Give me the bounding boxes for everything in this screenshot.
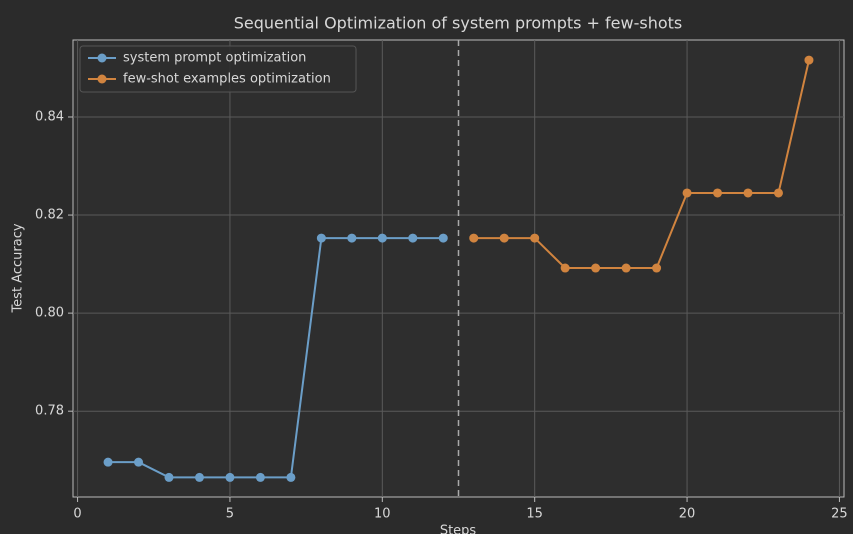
data-point bbox=[316, 233, 326, 243]
data-point bbox=[347, 233, 357, 243]
data-point bbox=[621, 263, 631, 273]
series-line bbox=[473, 59, 810, 270]
x-tick-label: 10 bbox=[374, 507, 391, 522]
data-point bbox=[164, 472, 174, 482]
data-point bbox=[408, 233, 418, 243]
chart-title: Sequential Optimization of system prompt… bbox=[234, 14, 683, 33]
legend-marker bbox=[97, 74, 107, 84]
legend-marker bbox=[97, 53, 107, 63]
x-tick-label: 20 bbox=[679, 507, 696, 522]
data-point bbox=[225, 472, 235, 482]
x-tick-label: 0 bbox=[73, 507, 81, 522]
data-point bbox=[469, 233, 479, 243]
data-point bbox=[530, 233, 540, 243]
data-point bbox=[377, 233, 387, 243]
y-tick-label: 0.82 bbox=[35, 208, 64, 223]
x-tick-label: 15 bbox=[526, 507, 543, 522]
data-point bbox=[682, 188, 692, 198]
data-point bbox=[591, 263, 601, 273]
y-tick-label: 0.84 bbox=[35, 109, 64, 124]
legend-label: system prompt optimization bbox=[123, 51, 306, 66]
data-point bbox=[103, 457, 113, 467]
x-tick-label: 5 bbox=[226, 507, 234, 522]
data-point bbox=[804, 55, 814, 65]
series-line bbox=[108, 237, 444, 479]
data-point bbox=[255, 472, 265, 482]
plot-area bbox=[72, 39, 845, 498]
x-tick-label: 25 bbox=[831, 507, 848, 522]
legend-box bbox=[79, 45, 357, 93]
data-point bbox=[286, 472, 296, 482]
data-point bbox=[560, 263, 570, 273]
legend-label: few-shot examples optimization bbox=[123, 72, 331, 87]
y-tick-label: 0.78 bbox=[35, 404, 64, 419]
x-axis-label: Steps bbox=[440, 524, 477, 534]
data-point bbox=[773, 188, 783, 198]
data-point bbox=[194, 472, 204, 482]
data-point bbox=[743, 188, 753, 198]
y-tick-label: 0.80 bbox=[35, 306, 64, 321]
data-point bbox=[713, 188, 723, 198]
y-axis-label: Test Accuracy bbox=[11, 223, 26, 313]
data-point bbox=[438, 233, 448, 243]
data-point bbox=[652, 263, 662, 273]
data-point bbox=[499, 233, 509, 243]
data-point bbox=[134, 457, 144, 467]
